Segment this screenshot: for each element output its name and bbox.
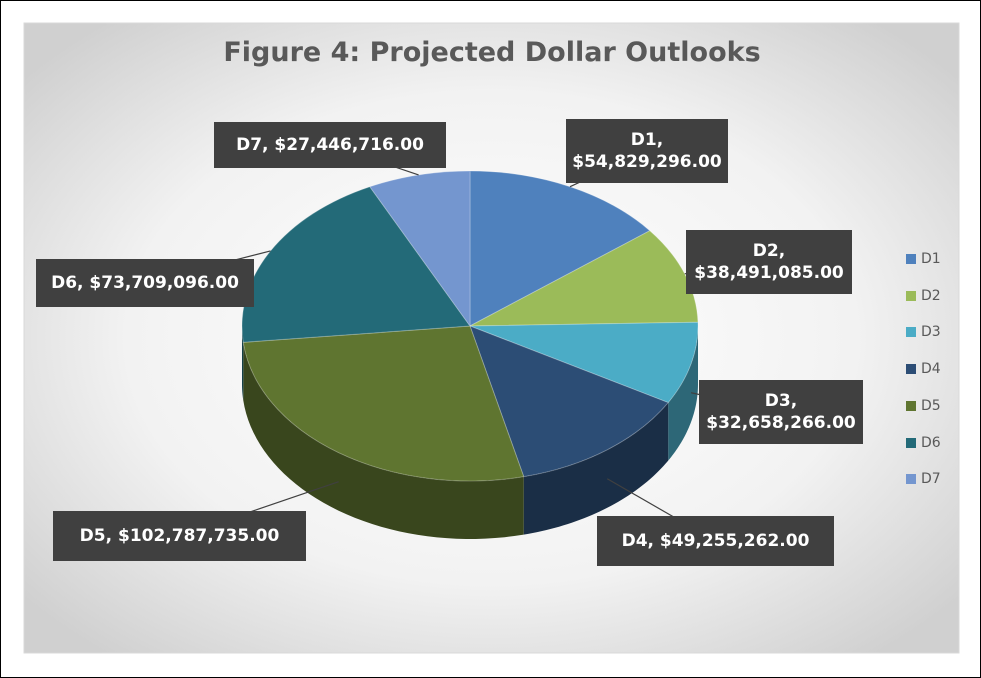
legend-swatch [906, 400, 916, 411]
legend-label: D1 [921, 251, 941, 267]
legend-label: D6 [921, 434, 941, 451]
legend-item: D4 [906, 359, 941, 379]
pie-slice [469, 321, 699, 404]
legend-swatch [906, 437, 916, 448]
legend-item: D6 [906, 433, 941, 453]
legend-label: D7 [921, 471, 941, 488]
legend-item: D7 [906, 469, 941, 489]
legend-label: D2 [921, 287, 941, 304]
legend-label: D3 [921, 324, 941, 341]
pie-side [523, 402, 669, 535]
legend-swatch [906, 327, 916, 338]
legend-label: D5 [921, 397, 941, 414]
data-label: D3, $32,658,266.00 [699, 380, 863, 444]
legend-item: D1 [906, 249, 941, 269]
pie-slice [469, 170, 651, 327]
data-label: D4, $49,255,262.00 [597, 516, 834, 566]
pie-slice [242, 325, 525, 482]
data-label: D1, $54,829,296.00 [566, 119, 728, 183]
legend-swatch [906, 290, 916, 301]
legend-item: D3 [906, 322, 941, 342]
data-label: D2, $38,491,085.00 [686, 230, 852, 294]
data-label: D5, $102,787,735.00 [53, 511, 306, 561]
legend-label: D4 [921, 361, 941, 378]
legend-item: D2 [906, 286, 941, 306]
data-label: D6, $73,709,096.00 [36, 259, 254, 307]
pie-side [668, 326, 698, 461]
legend-swatch [906, 254, 916, 264]
data-label: D7, $27,446,716.00 [214, 122, 446, 168]
legend-swatch [906, 364, 916, 375]
pie-slice [469, 325, 670, 478]
pie-slice [369, 170, 471, 328]
pie-slice [241, 186, 471, 343]
legend-swatch [906, 474, 916, 485]
legend-item: D5 [906, 396, 941, 416]
chart-title: Figure 4: Projected Dollar Outlooks [223, 37, 761, 68]
pie-side [242, 326, 244, 401]
